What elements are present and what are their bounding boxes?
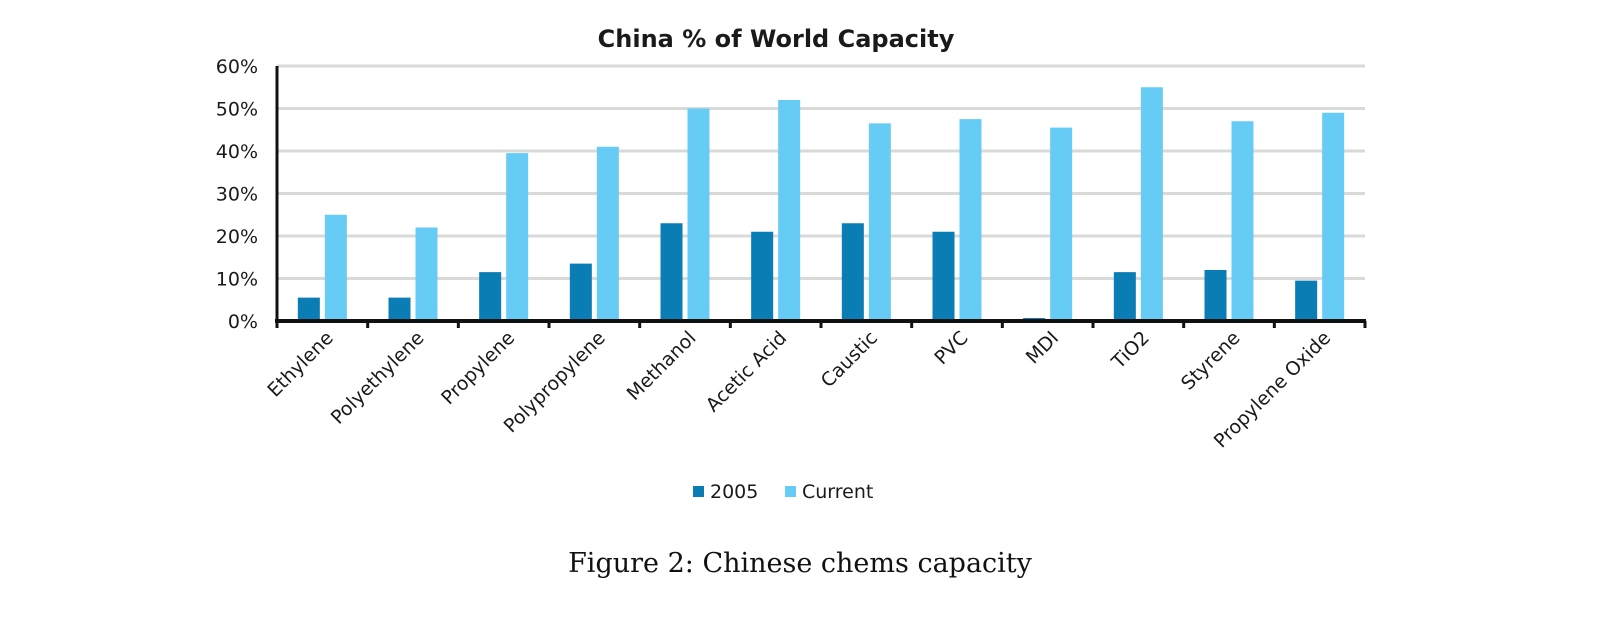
bar-2005-propylene	[479, 272, 502, 321]
bar-2005-polyethylene	[388, 297, 411, 321]
y-tick-label: 30%	[216, 184, 258, 206]
x-tick-label: Methanol	[623, 327, 701, 405]
x-tick-label: Caustic	[817, 327, 882, 392]
legend: 2005 Current	[693, 481, 873, 503]
axes	[275, 66, 1367, 328]
y-tick-label: 0%	[228, 311, 258, 333]
x-tick-label: PVC	[930, 327, 972, 369]
legend-swatch-current	[785, 486, 796, 497]
bar-2005-propylene-oxide	[1295, 280, 1318, 321]
y-tick-label: 20%	[216, 226, 258, 248]
bar-2005-acetic-acid	[751, 231, 774, 321]
x-tick-label: Polyethylene	[327, 327, 429, 429]
bar-2005-caustic	[841, 223, 864, 321]
y-tick-label: 10%	[216, 269, 258, 291]
bar-current-polypropylene	[596, 146, 619, 321]
bar-current-propylene-oxide	[1322, 112, 1345, 321]
figure-caption: Figure 2: Chinese chems capacity	[568, 548, 1032, 579]
y-tick-labels: 0% 10% 20% 30% 40% 50% 60%	[216, 56, 258, 333]
chart-title: China % of World Capacity	[598, 25, 955, 53]
bars	[297, 87, 1345, 321]
gridlines	[277, 64, 1365, 280]
y-tick-label: 60%	[216, 56, 258, 78]
bar-chart: China % of World Capacity 0% 10% 20% 30% 40%…	[216, 25, 1367, 503]
legend-swatch-2005	[693, 486, 704, 497]
x-tick-label: MDI	[1022, 327, 1063, 368]
bar-current-propylene	[506, 153, 529, 321]
bar-current-acetic-acid	[778, 100, 801, 321]
bar-2005-polypropylene	[569, 263, 592, 321]
x-tick-label: Styrene	[1177, 327, 1245, 395]
bar-current-tio2	[1140, 87, 1163, 321]
y-tick-label: 40%	[216, 141, 258, 163]
x-tick-label: Ethylene	[263, 327, 338, 402]
x-tick-label: Acetic Acid	[702, 327, 791, 416]
legend-label-2005: 2005	[710, 481, 758, 503]
bar-current-ethylene	[324, 214, 347, 321]
bar-current-methanol	[687, 108, 710, 321]
x-tick-label: TiO2	[1107, 327, 1154, 374]
bar-2005-tio2	[1113, 272, 1136, 321]
bar-2005-styrene	[1204, 270, 1227, 321]
bar-current-pvc	[959, 119, 982, 321]
legend-label-current: Current	[802, 481, 873, 503]
bar-2005-pvc	[932, 231, 955, 321]
bar-current-polyethylene	[415, 227, 438, 321]
bar-2005-methanol	[660, 223, 683, 321]
x-tick-label: Propylene	[437, 327, 519, 409]
bar-2005-ethylene	[297, 297, 320, 321]
bar-current-styrene	[1231, 121, 1254, 321]
bar-current-caustic	[868, 123, 891, 321]
y-tick-label: 50%	[216, 99, 258, 121]
bar-current-mdi	[1050, 127, 1073, 321]
